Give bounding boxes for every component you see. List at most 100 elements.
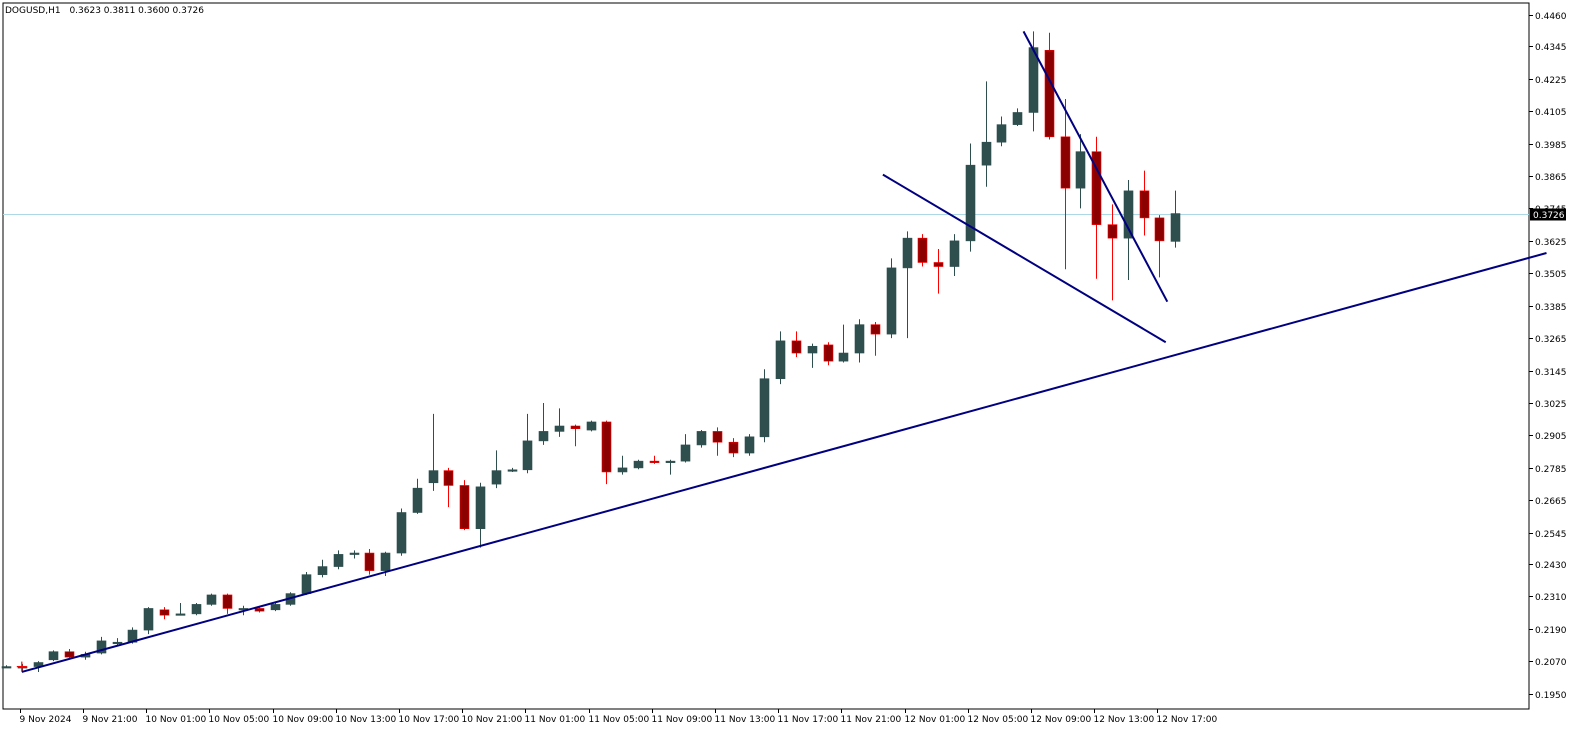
bear-candle bbox=[364, 548, 375, 575]
bear-candle bbox=[601, 420, 612, 485]
candle-body bbox=[1075, 151, 1086, 189]
y-tick-label: 0.2545 bbox=[1535, 530, 1567, 540]
candle-body bbox=[475, 486, 486, 530]
x-tick-label: 11 Nov 09:00 bbox=[652, 715, 713, 725]
bear-candle bbox=[1107, 204, 1118, 301]
candle-body bbox=[933, 262, 944, 267]
candle-body bbox=[886, 267, 897, 335]
candle-body bbox=[396, 512, 407, 554]
candle-body bbox=[143, 608, 154, 631]
bull-candle bbox=[507, 467, 518, 472]
bull-candle bbox=[759, 369, 770, 443]
candle-body bbox=[1012, 112, 1023, 125]
candle-body bbox=[96, 640, 107, 654]
bull-candle bbox=[902, 231, 913, 339]
candle-body bbox=[538, 431, 549, 442]
x-tick-label: 12 Nov 17:00 bbox=[1157, 715, 1218, 725]
candle-body bbox=[949, 240, 960, 267]
candle-body bbox=[175, 613, 186, 616]
candle-body bbox=[554, 425, 565, 432]
bull-candle bbox=[349, 550, 360, 559]
bear-candle bbox=[870, 321, 881, 356]
candle-body bbox=[191, 604, 202, 615]
candle-body bbox=[206, 594, 217, 605]
candle-body bbox=[428, 470, 439, 484]
bear-candle bbox=[728, 438, 739, 458]
y-tick-label: 0.4105 bbox=[1535, 108, 1567, 118]
candle-body bbox=[807, 345, 818, 354]
bull-candle bbox=[1075, 134, 1086, 209]
candle-body bbox=[902, 237, 913, 269]
candle-body bbox=[333, 554, 344, 567]
candle-body bbox=[1060, 136, 1071, 189]
bull-candle bbox=[475, 482, 486, 548]
bear-candle bbox=[823, 342, 834, 366]
bull-candle bbox=[854, 319, 865, 363]
trendlines-layer[interactable] bbox=[21, 30, 1547, 673]
axes-layer: 0.4460 0.4345 0.4225 0.4105 0.3985 0.3865 0.37… bbox=[20, 12, 1567, 725]
y-tick-label: 0.2430 bbox=[1535, 561, 1567, 571]
bull-candle bbox=[412, 478, 423, 514]
y-tick-label: 0.3865 bbox=[1535, 173, 1567, 183]
candle-body bbox=[917, 237, 928, 263]
candle-body bbox=[459, 485, 470, 530]
candle-body bbox=[854, 324, 865, 354]
bear-candle bbox=[459, 480, 470, 531]
symbol-timeframe: DOGUSD,H1 bbox=[5, 6, 61, 16]
bull-candle bbox=[112, 638, 123, 645]
bull-candle bbox=[744, 434, 755, 456]
bull-candle bbox=[538, 403, 549, 445]
trendline-lower-channel[interactable] bbox=[882, 173, 1167, 344]
bull-candle bbox=[586, 420, 597, 432]
trendline-descending-resistance[interactable] bbox=[1022, 30, 1169, 303]
bull-candle bbox=[696, 430, 707, 448]
bull-candle bbox=[981, 81, 992, 187]
candle-body bbox=[522, 440, 533, 471]
candle-body bbox=[317, 566, 328, 575]
candle-body bbox=[744, 436, 755, 454]
x-tick-label: 10 Nov 17:00 bbox=[399, 715, 460, 725]
y-tick-label: 0.3025 bbox=[1535, 400, 1567, 410]
candle-body bbox=[712, 431, 723, 443]
trendline-support[interactable] bbox=[21, 252, 1547, 673]
y-tick-label: 0.4345 bbox=[1535, 43, 1567, 53]
bear-candle bbox=[1139, 170, 1150, 236]
candle-body bbox=[112, 641, 123, 645]
bid-price-tag-bg bbox=[1530, 208, 1566, 221]
candle-body bbox=[728, 441, 739, 454]
bear-candle bbox=[649, 455, 660, 464]
y-tick-label: 0.2905 bbox=[1535, 432, 1567, 442]
y-tick-label: 0.4225 bbox=[1535, 76, 1567, 86]
bear-candle bbox=[712, 427, 723, 456]
candle-body bbox=[364, 552, 375, 571]
candle-body bbox=[665, 460, 676, 463]
bid-price-label: 0.3726 bbox=[1533, 211, 1565, 221]
y-tick-label: 0.3145 bbox=[1535, 368, 1567, 378]
bull-candle bbox=[96, 636, 107, 655]
y-tick-label: 0.3985 bbox=[1535, 141, 1567, 151]
bull-candle bbox=[1012, 108, 1023, 126]
bull-candle bbox=[48, 650, 59, 662]
candle-body bbox=[870, 324, 881, 335]
bull-candle bbox=[270, 603, 281, 612]
bull-candle bbox=[965, 143, 976, 252]
bull-candle bbox=[886, 258, 897, 339]
candle-body bbox=[222, 594, 233, 609]
bear-candle bbox=[570, 424, 581, 447]
y-tick-label: 0.2190 bbox=[1535, 626, 1567, 636]
bear-candle bbox=[254, 607, 265, 613]
candle-body bbox=[1028, 47, 1039, 113]
candle-body bbox=[1044, 50, 1055, 138]
bear-candle bbox=[222, 593, 233, 614]
bull-candle bbox=[333, 550, 344, 570]
y-tick-label: 0.2785 bbox=[1535, 465, 1567, 475]
candle-body bbox=[1107, 224, 1118, 239]
x-tick-label: 10 Nov 13:00 bbox=[336, 715, 397, 725]
x-tick-label: 12 Nov 13:00 bbox=[1094, 715, 1155, 725]
candles-layer bbox=[1, 31, 1181, 672]
bull-candle bbox=[949, 234, 960, 276]
candle-body bbox=[301, 574, 312, 594]
candle-body bbox=[981, 141, 992, 166]
